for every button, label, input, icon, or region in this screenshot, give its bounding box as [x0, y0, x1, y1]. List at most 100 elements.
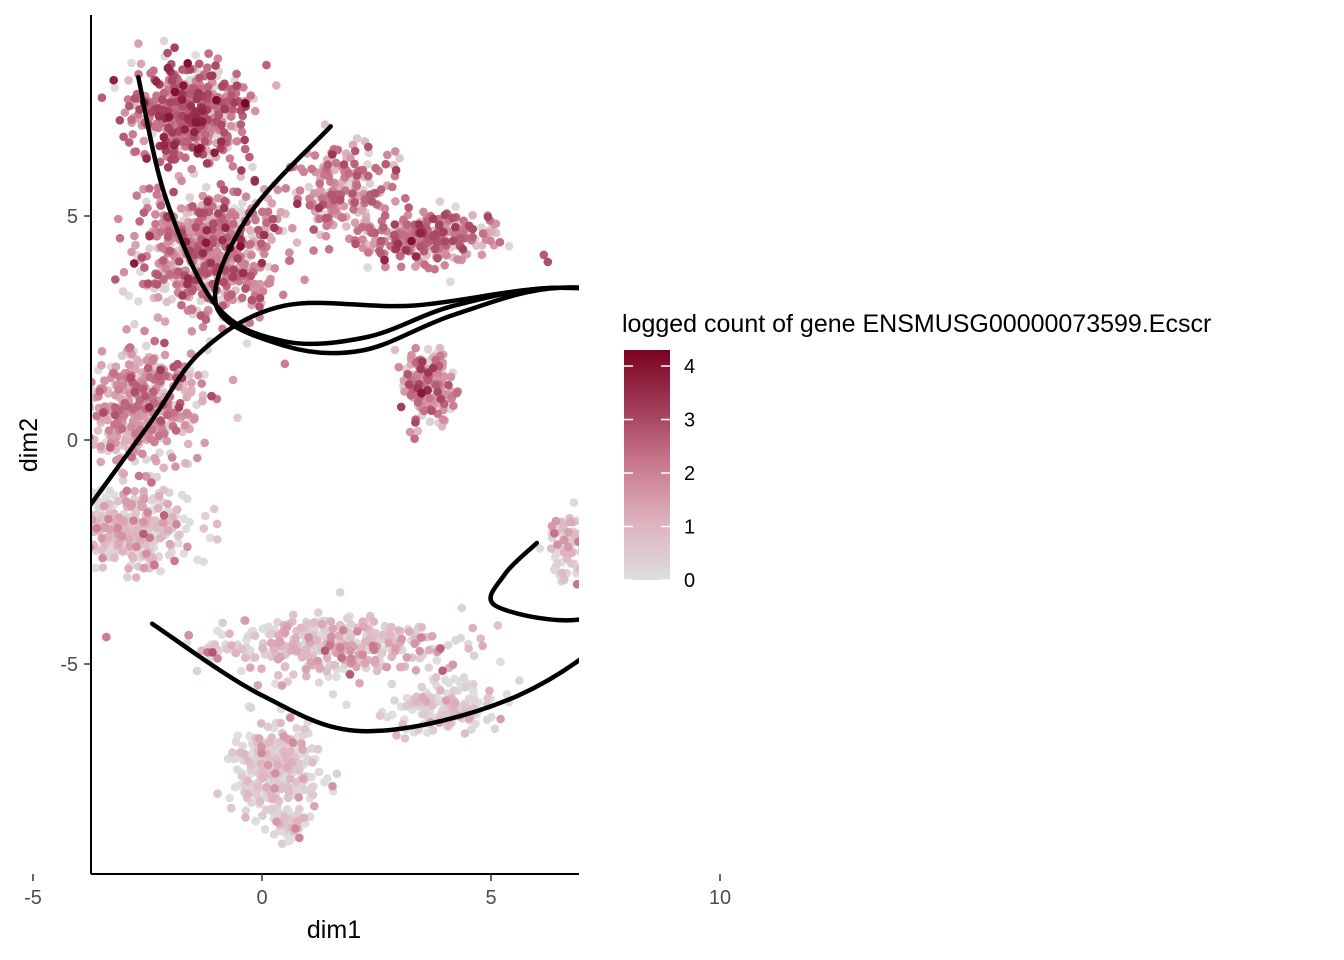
cell-point: [731, 370, 740, 379]
cell-point: [706, 484, 715, 493]
cell-point: [713, 388, 722, 397]
cell-point: [241, 284, 250, 293]
cell-point: [662, 239, 671, 248]
cell-point: [798, 368, 807, 377]
cell-point: [393, 239, 403, 249]
cell-point: [110, 83, 120, 93]
cell-point: [579, 513, 588, 522]
cell-point: [697, 493, 706, 502]
cell-point: [350, 146, 360, 156]
cell-point: [439, 227, 448, 237]
cell-points: [58, 36, 814, 848]
cell-point: [727, 428, 736, 437]
cell-point: [593, 250, 602, 259]
cell-point: [649, 251, 658, 260]
cell-point: [722, 467, 731, 476]
cell-point: [423, 375, 433, 385]
cell-point: [97, 534, 107, 543]
cell-point: [621, 249, 630, 258]
cell-point: [704, 542, 713, 551]
cell-point: [317, 194, 327, 203]
cell-point: [718, 548, 727, 557]
cell-point: [719, 391, 728, 400]
cell-point: [783, 402, 792, 411]
cell-point: [717, 450, 726, 459]
cell-point: [181, 524, 191, 534]
cell-point: [805, 384, 814, 393]
cell-point: [706, 534, 715, 543]
cell-point: [702, 427, 711, 436]
cell-point: [635, 274, 644, 283]
cell-point: [734, 424, 743, 433]
cell-point: [746, 409, 755, 418]
cell-point: [259, 249, 269, 259]
cell-point: [71, 533, 80, 542]
x-tick-label: -5: [24, 887, 42, 909]
cell-point: [180, 458, 190, 468]
cell-point: [172, 280, 181, 289]
cell-point: [371, 655, 380, 665]
cell-point: [430, 244, 440, 254]
cell-point: [241, 192, 251, 201]
cell-point: [248, 162, 257, 172]
cell-point: [641, 257, 650, 266]
cell-point: [483, 212, 493, 222]
cell-point: [553, 540, 562, 549]
cell-point: [708, 428, 717, 437]
cell-point: [307, 782, 317, 792]
cell-point: [420, 260, 430, 269]
cell-point: [64, 535, 73, 544]
cell-point: [363, 160, 372, 169]
y-tick-label: 0: [67, 430, 78, 452]
cell-point: [210, 148, 219, 157]
cell-point: [417, 623, 427, 632]
cell-point: [58, 379, 67, 388]
cell-point: [174, 403, 184, 412]
cell-point: [255, 797, 265, 806]
cell-point: [693, 542, 702, 551]
cell-point: [792, 383, 801, 392]
cell-point: [297, 739, 306, 748]
cell-point: [638, 243, 647, 252]
cell-point: [169, 140, 179, 150]
cell-point: [150, 336, 159, 346]
cell-point: [745, 414, 754, 423]
cell-point: [674, 539, 683, 548]
cell-point: [620, 225, 629, 234]
cell-point: [250, 631, 260, 640]
cell-point: [694, 544, 703, 553]
cell-point: [376, 249, 386, 258]
cell-point: [714, 385, 723, 394]
cell-point: [653, 263, 662, 272]
cell-point: [371, 163, 380, 173]
cell-point: [708, 517, 717, 526]
cell-point: [251, 215, 260, 225]
cell-point: [398, 230, 408, 240]
cell-point: [691, 554, 700, 563]
cell-point: [321, 214, 331, 223]
cell-point: [612, 244, 621, 253]
cell-point: [382, 712, 392, 722]
cell-point: [156, 567, 165, 576]
cell-point: [630, 250, 639, 259]
cell-point: [634, 209, 643, 218]
cell-point: [163, 232, 173, 241]
cell-point: [205, 533, 215, 543]
cell-point: [431, 380, 441, 390]
cell-point: [376, 236, 386, 246]
cell-point: [698, 561, 707, 570]
cell-point: [228, 748, 237, 757]
cell-point: [773, 373, 782, 382]
cell-point: [279, 732, 289, 741]
cell-point: [464, 644, 473, 653]
cell-point: [635, 251, 644, 260]
cell-point: [147, 425, 157, 435]
cell-point: [135, 105, 144, 114]
cell-point: [631, 235, 640, 244]
cell-point: [173, 505, 182, 514]
cell-point: [640, 243, 649, 252]
cell-point: [703, 527, 712, 536]
cell-point: [213, 535, 222, 544]
cell-point: [661, 263, 670, 272]
cell-point: [270, 784, 279, 793]
